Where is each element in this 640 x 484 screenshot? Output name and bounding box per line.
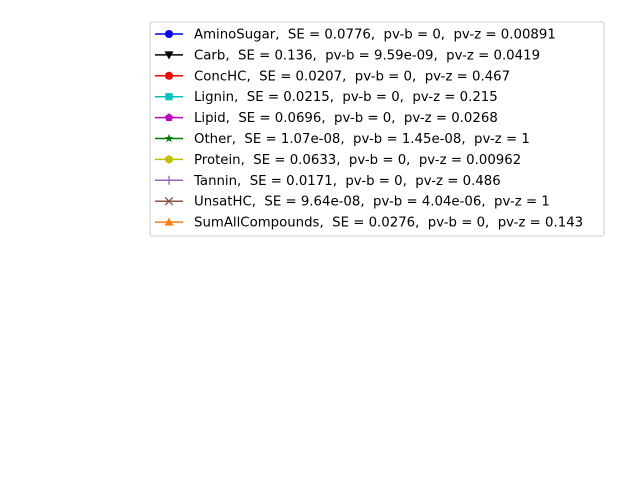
legend-entry: SumAllCompounds, SE = 0.0276, pv-b = 0, … — [155, 216, 583, 231]
legend-entry: Other, SE = 1.07e-08, pv-b = 1.45e-08, p… — [155, 132, 530, 147]
legend-label: AminoSugar, SE = 0.0776, pv-b = 0, pv-z … — [194, 28, 556, 43]
legend-label: Other, SE = 1.07e-08, pv-b = 1.45e-08, p… — [194, 132, 530, 147]
legend-marker-triangle-up — [164, 217, 174, 226]
legend-label: Tannin, SE = 0.0171, pv-b = 0, pv-z = 0.… — [193, 174, 501, 189]
legend-entry: Carb, SE = 0.136, pv-b = 9.59e-09, pv-z … — [155, 48, 540, 63]
legend-label: ConcHC, SE = 0.0207, pv-b = 0, pv-z = 0.… — [194, 69, 510, 84]
legend-marker-plus — [164, 175, 174, 185]
legend-marker-pentagon — [164, 113, 174, 122]
legend-entry: Lipid, SE = 0.0696, pv-b = 0, pv-z = 0.0… — [155, 111, 498, 126]
legend-entry: UnsatHC, SE = 9.64e-08, pv-b = 4.04e-06,… — [155, 195, 550, 210]
legend-marker-circle — [165, 30, 173, 38]
legend-entry: AminoSugar, SE = 0.0776, pv-b = 0, pv-z … — [155, 28, 556, 43]
legend-entry: Tannin, SE = 0.0171, pv-b = 0, pv-z = 0.… — [155, 174, 501, 189]
legend-label: Protein, SE = 0.0633, pv-b = 0, pv-z = 0… — [194, 153, 521, 168]
legend-label: Carb, SE = 0.136, pv-b = 9.59e-09, pv-z … — [194, 48, 540, 63]
legend-label: Lignin, SE = 0.0215, pv-b = 0, pv-z = 0.… — [194, 90, 498, 105]
legend-marker-circle — [165, 71, 173, 80]
legend-marker-triangle-down — [164, 51, 174, 60]
legend-frame — [149, 21, 605, 237]
legend-entry: Protein, SE = 0.0633, pv-b = 0, pv-z = 0… — [155, 153, 521, 168]
legend-label: Lipid, SE = 0.0696, pv-b = 0, pv-z = 0.0… — [194, 111, 498, 126]
legend-marker-hexagon — [165, 155, 173, 164]
legend-marker-star — [164, 133, 174, 143]
legend: AminoSugar, SE = 0.0776, pv-b = 0, pv-z … — [149, 21, 605, 237]
legend-marker-square — [165, 93, 173, 101]
legend-entries: AminoSugar, SE = 0.0776, pv-b = 0, pv-z … — [155, 28, 583, 231]
legend-marker-x — [164, 196, 174, 206]
legend-label: SumAllCompounds, SE = 0.0276, pv-b = 0, … — [194, 216, 583, 231]
legend-entry: Lignin, SE = 0.0215, pv-b = 0, pv-z = 0.… — [155, 90, 498, 105]
legend-entry: ConcHC, SE = 0.0207, pv-b = 0, pv-z = 0.… — [155, 69, 510, 84]
legend-label: UnsatHC, SE = 9.64e-08, pv-b = 4.04e-06,… — [194, 195, 550, 210]
